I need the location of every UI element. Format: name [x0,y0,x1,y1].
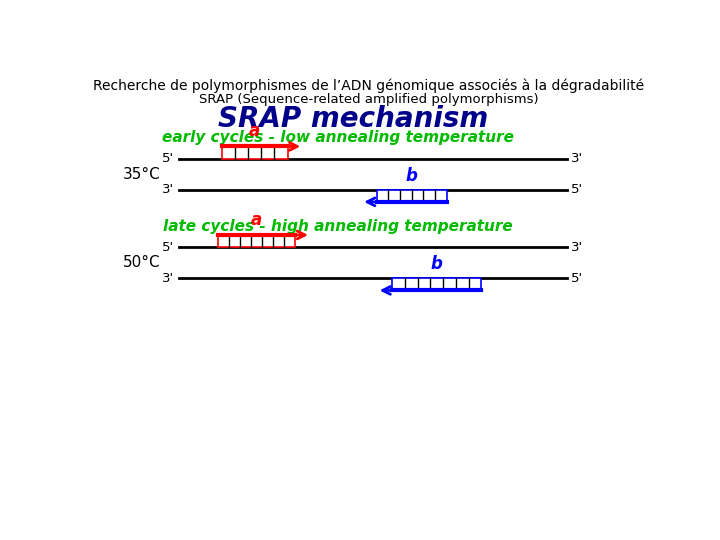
Text: SRAP (Sequence-related amplified polymorphisms): SRAP (Sequence-related amplified polymor… [199,92,539,105]
Text: 5': 5' [571,183,583,196]
Bar [392,278,482,291]
Text: 5': 5' [162,241,174,254]
Text: 3': 3' [571,241,583,254]
Text: late cycles - high annealing temperature: late cycles - high annealing temperature [163,219,513,234]
Text: 3': 3' [571,152,583,165]
Bar [222,146,287,159]
Text: SRAP mechanism: SRAP mechanism [218,105,489,133]
Text: 3': 3' [162,272,174,285]
Text: early cycles - low annealing temperature: early cycles - low annealing temperature [162,130,514,145]
Text: 3': 3' [162,183,174,196]
Bar [218,235,295,247]
Text: 50°C: 50°C [122,255,160,270]
Text: 5': 5' [571,272,583,285]
Text: 35°C: 35°C [122,167,161,181]
Text: b: b [405,167,418,185]
Text: Recherche de polymorphismes de l’ADN génomique associés à la dégradabilité: Recherche de polymorphismes de l’ADN gén… [94,79,644,93]
Bar [377,190,446,202]
Text: a: a [249,122,261,140]
Text: 5': 5' [162,152,174,165]
Text: b: b [431,255,443,273]
Text: a: a [251,211,262,229]
